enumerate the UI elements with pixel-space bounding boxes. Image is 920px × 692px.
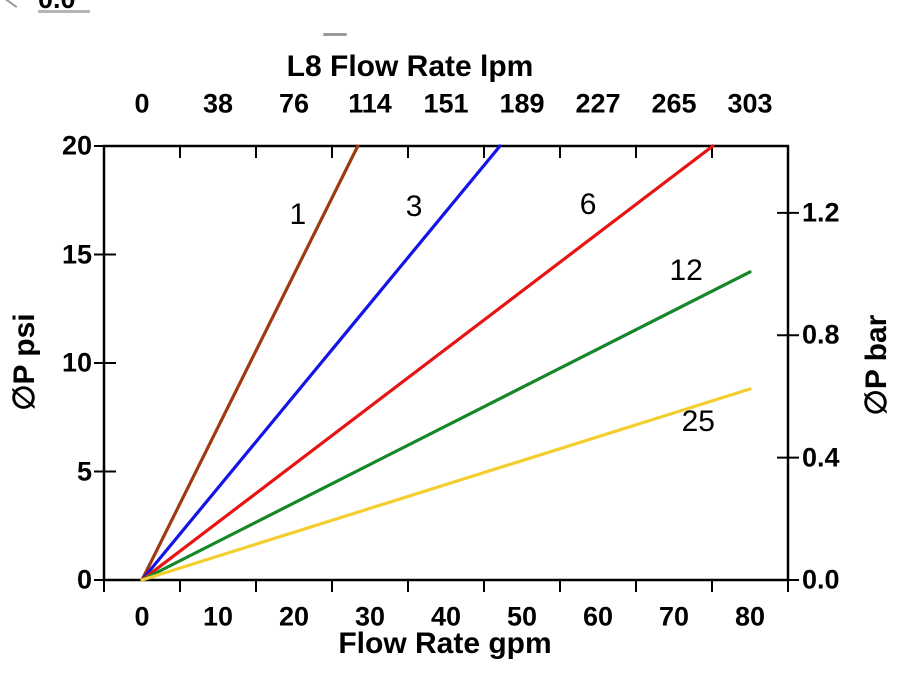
top-tick-label-151: 151 [423, 88, 469, 119]
left-tick-label-5: 5 [76, 456, 92, 486]
series-line-25 [140, 387, 752, 582]
series-line-3 [140, 144, 502, 582]
right-tick-label-0.4: 0.4 [802, 442, 840, 473]
bottom-tick-label-30: 30 [354, 601, 386, 632]
top-tick-label-227: 227 [575, 88, 621, 119]
artifact-dash-mark [323, 33, 347, 36]
left-tick-label-0: 0 [76, 564, 92, 595]
series-label-25: 25 [681, 404, 715, 438]
top-tick-label-265: 265 [651, 88, 697, 119]
bottom-tick-label-60: 60 [582, 601, 614, 632]
bottom-tick-label-80: 80 [734, 601, 766, 632]
top-tick-label-76: 76 [278, 88, 310, 119]
top-tick-label-189: 189 [499, 88, 545, 119]
series-line-12 [140, 270, 752, 582]
bottom-axis-title: Flow Rate gpm [338, 627, 552, 660]
top-tick-label-0: 0 [134, 88, 150, 119]
top-tick-label-114: 114 [348, 88, 392, 119]
series-label-12: 12 [669, 253, 703, 287]
left-axis-title: ∅P psi [8, 313, 41, 411]
right-tick-label-0.8: 0.8 [802, 319, 840, 350]
left-tick-label-15: 15 [61, 239, 92, 269]
series-line-6 [140, 144, 715, 582]
bottom-tick-label-20: 20 [278, 601, 310, 632]
right-axis-title: ∅P bar [860, 314, 893, 416]
bottom-tick-label-70: 70 [658, 601, 690, 632]
left-tick-label-10: 10 [61, 347, 92, 378]
bottom-tick-label-10: 10 [202, 601, 234, 632]
right-tick-label-0.0: 0.0 [802, 564, 840, 595]
series-label-1: 1 [289, 198, 307, 232]
top-tick-label-38: 38 [202, 88, 234, 119]
left-tick-label-20: 20 [61, 130, 92, 161]
artifact-clipped-value: 0.0 [38, 0, 76, 10]
top-tick-label-303: 303 [727, 88, 773, 119]
series-label-6: 6 [579, 187, 597, 221]
bottom-tick-label-40: 40 [430, 601, 462, 632]
bottom-tick-label-50: 50 [506, 601, 538, 632]
top-axis-title: L8 Flow Rate lpm [286, 50, 534, 83]
artifact-smudge-mark [38, 10, 90, 13]
series-line-1 [140, 144, 360, 582]
series-label-3: 3 [405, 189, 423, 223]
artifact-clipped-text: 0.0 [36, 0, 90, 10]
bottom-tick-label-0: 0 [134, 601, 150, 632]
right-tick-label-1.2: 1.2 [802, 197, 840, 228]
